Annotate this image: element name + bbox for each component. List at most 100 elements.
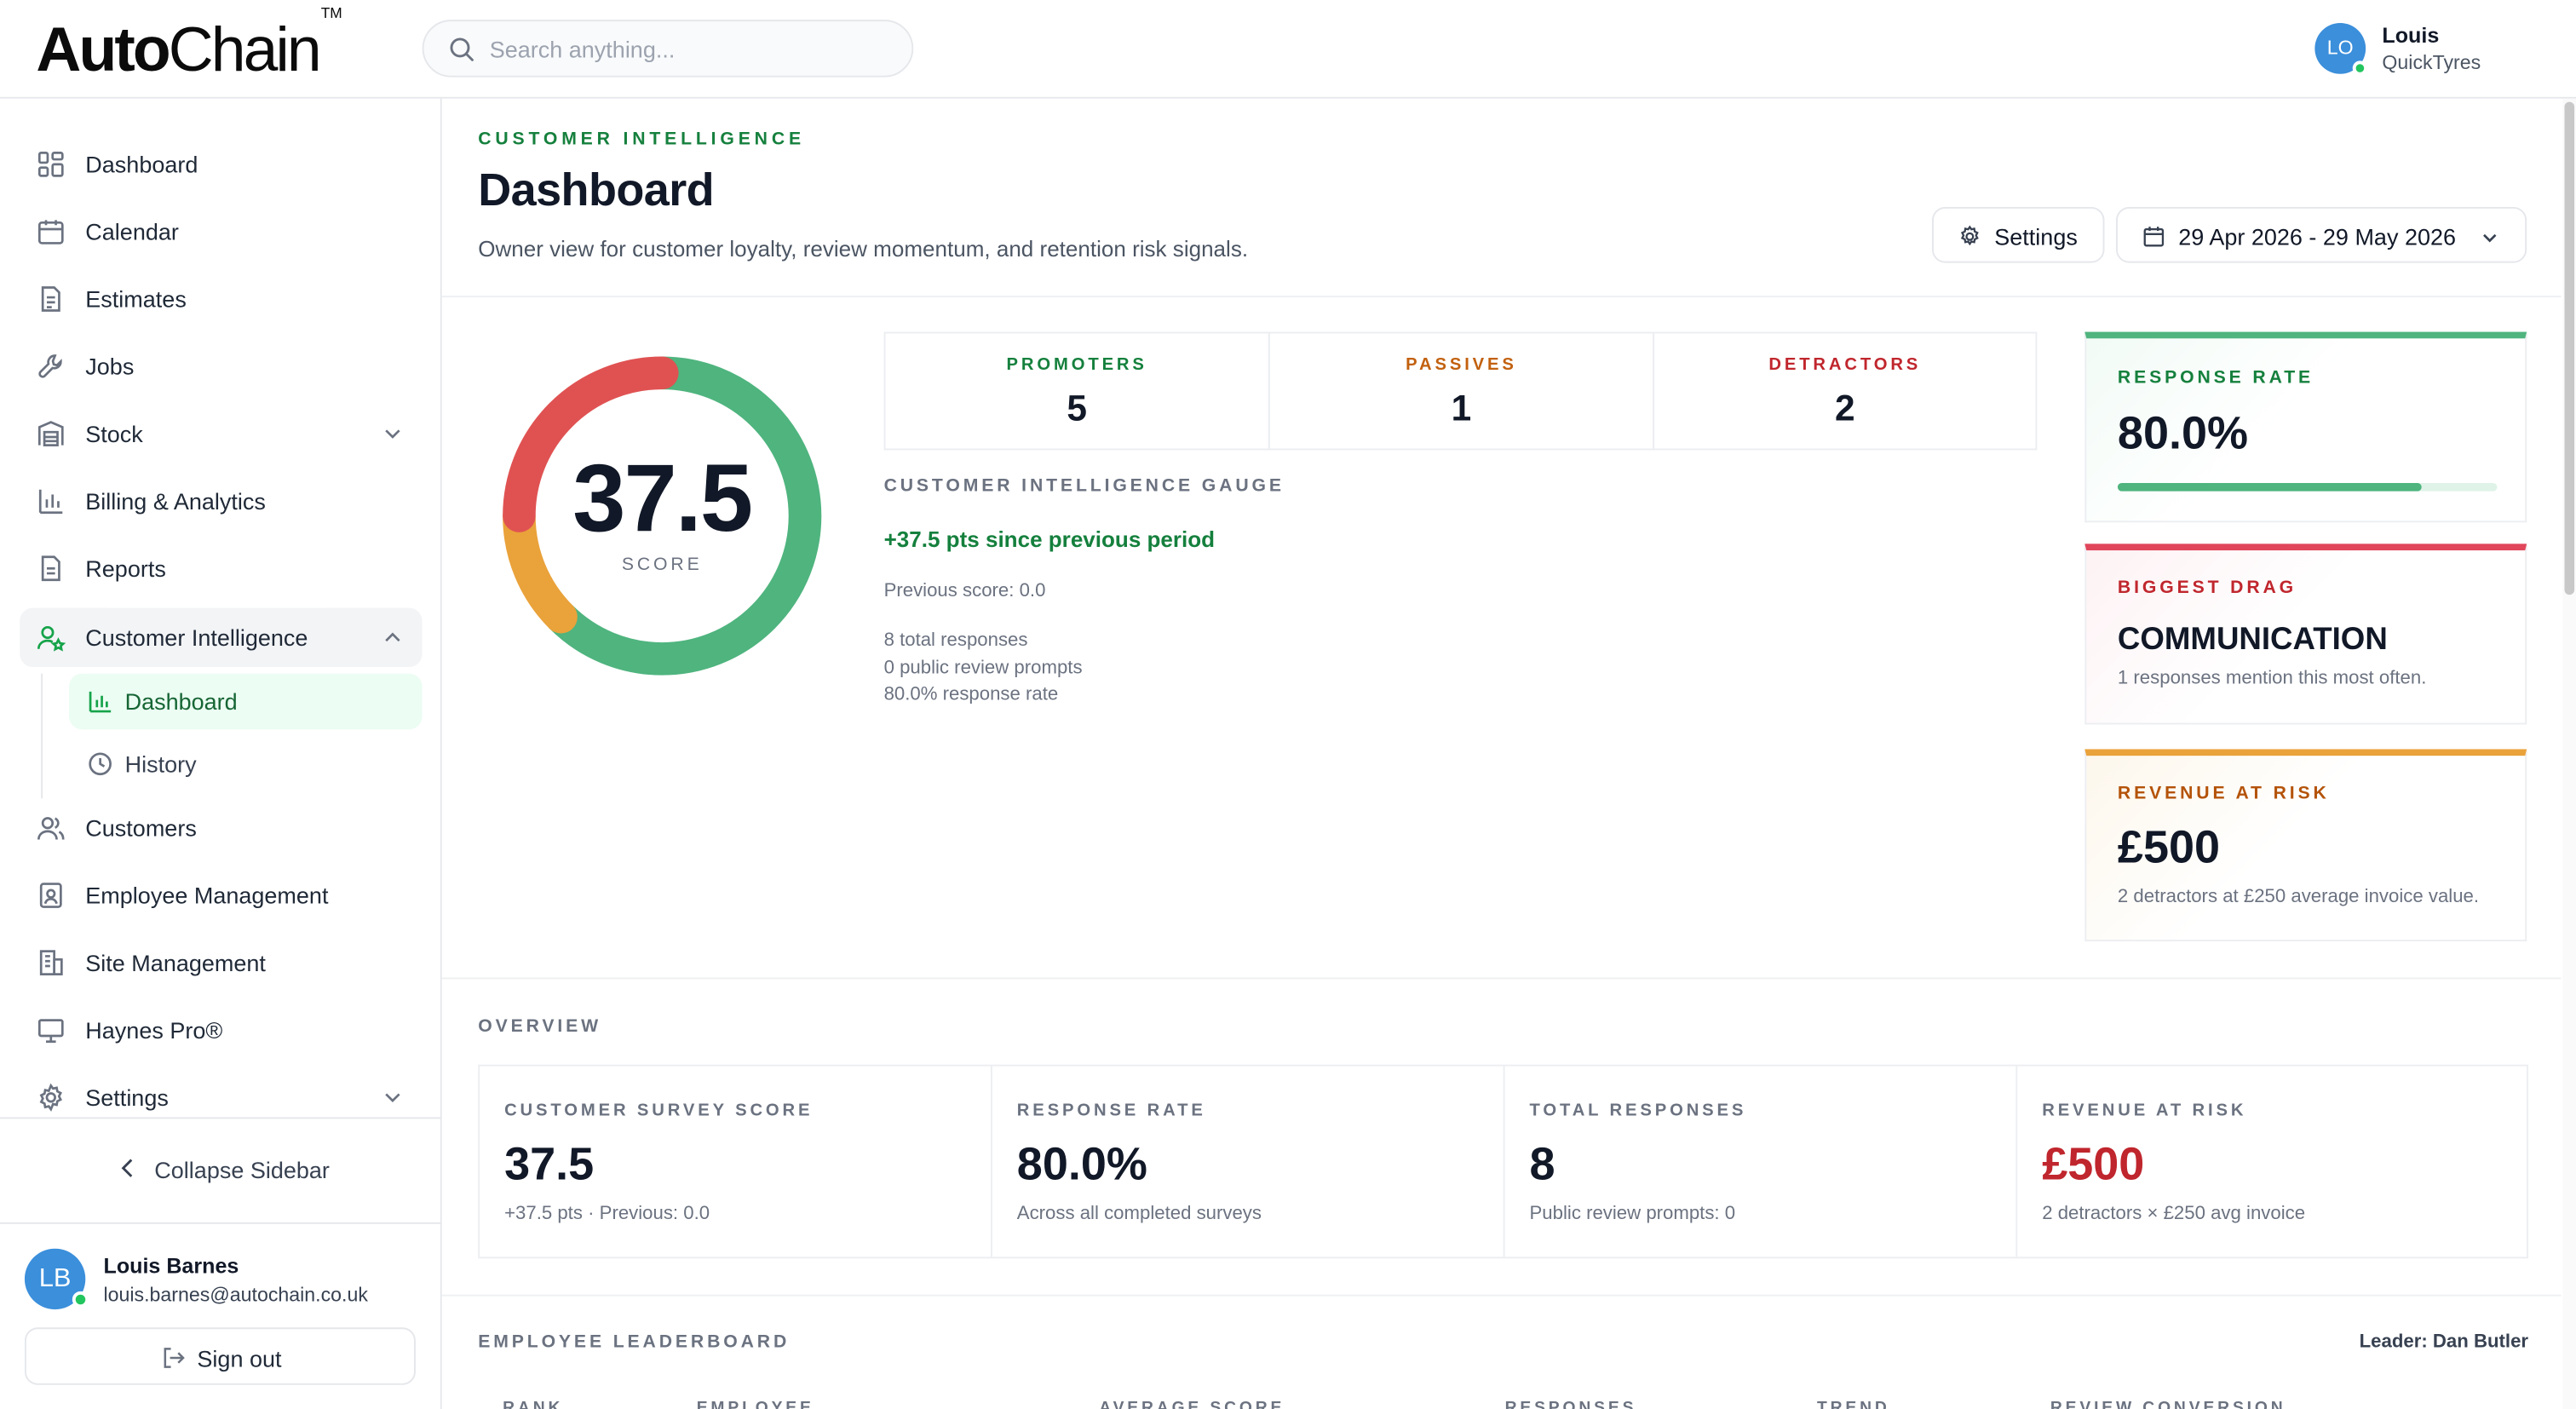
detractors-value: 2	[1834, 388, 1855, 429]
calendar-icon	[37, 220, 64, 244]
user-org: QuickTyres	[2382, 50, 2481, 74]
sidebar-item-customers[interactable]: Customers	[20, 798, 422, 857]
main-scrollbar[interactable]	[2562, 98, 2576, 1409]
top-bar: AutoChainTM Search anything... LO Louis …	[0, 0, 2576, 99]
chevron-down-icon	[2483, 233, 2497, 243]
detractors-count-card: DETRACTORS 2	[1653, 331, 2038, 451]
submenu-guide-line	[41, 673, 43, 799]
online-status-dot	[2352, 60, 2368, 76]
sidebar-item-estimates[interactable]: Estimates	[20, 269, 422, 328]
biggest-drag-description: 1 responses mention this most often.	[2117, 668, 2427, 689]
sidebar-item-settings[interactable]: Settings	[20, 1068, 422, 1127]
leaderboard-title: EMPLOYEE LEADERBOARD	[478, 1332, 791, 1353]
leaderboard-leader: Leader: Dan Butler	[2359, 1332, 2529, 1353]
revenue-at-risk-description: 2 detractors at £250 average invoice val…	[2117, 887, 2480, 907]
gauge-score-caption: SCORE	[621, 555, 703, 575]
report-icon	[41, 555, 60, 582]
sidebar-item-site-management[interactable]: Site Management	[20, 933, 422, 992]
total-responses-note: 8 total responses	[883, 630, 1028, 651]
user-menu[interactable]: LO Louis QuickTyres	[2314, 22, 2528, 79]
sidebar-item-stock[interactable]: Stock	[20, 404, 422, 463]
gauge-ring	[503, 356, 822, 676]
warehouse-icon	[37, 421, 64, 446]
metric-total-responses: TOTAL RESPONSES 8 Public review prompts:…	[1505, 1067, 2018, 1257]
gear-icon	[1960, 225, 1979, 246]
collapse-sidebar-button[interactable]: Collapse Sidebar	[0, 1134, 440, 1206]
wrench-icon	[38, 354, 62, 378]
metric-label: RESPONSE RATE	[1016, 1101, 1206, 1121]
search-placeholder: Search anything...	[489, 36, 676, 63]
sidebar-subitem-label: History	[124, 751, 197, 778]
sidebar-item-label: Site Management	[85, 949, 266, 976]
sidebar-item-billing-analytics[interactable]: Billing & Analytics	[20, 471, 422, 530]
metric-divider	[1503, 1066, 1505, 1257]
biggest-drag-card: BIGGEST DRAG COMMUNICATION 1 responses m…	[2084, 543, 2527, 725]
sidebar-item-jobs[interactable]: Jobs	[20, 336, 422, 395]
metric-value: 8	[1529, 1138, 1555, 1190]
passives-label: PASSIVES	[1406, 354, 1517, 375]
bar-chart-icon	[38, 489, 63, 515]
overview-title: OVERVIEW	[478, 1016, 602, 1037]
passives-value: 1	[1451, 388, 1472, 429]
metric-label: REVENUE AT RISK	[2042, 1101, 2247, 1121]
revenue-at-risk-value: £500	[2117, 821, 2221, 873]
response-rate-progress-fill	[2117, 482, 2422, 492]
settings-button[interactable]: Settings	[1931, 206, 2105, 263]
collapse-sidebar-label: Collapse Sidebar	[154, 1156, 330, 1183]
document-icon	[41, 286, 60, 312]
metric-customer-survey-score: CUSTOMER SURVEY SCORE 37.5 +37.5 pts · P…	[480, 1067, 992, 1257]
column-header-employee[interactable]: EMPLOYEE	[696, 1400, 814, 1409]
detractors-label: DETRACTORS	[1768, 354, 1922, 375]
section-divider	[441, 296, 2562, 298]
column-header-trend[interactable]: TREND	[1816, 1400, 1890, 1409]
sidebar-item-label: Estimates	[85, 285, 187, 313]
autochain-logo[interactable]: AutoChainTM	[36, 5, 342, 86]
sidebar-item-calendar[interactable]: Calendar	[20, 202, 422, 261]
metric-response-rate: RESPONSE RATE 80.0% Across all completed…	[992, 1067, 1505, 1257]
column-header-responses[interactable]: RESPONSES	[1504, 1400, 1637, 1409]
sidebar-item-customer-intelligence[interactable]: Customer Intelligence	[20, 607, 423, 667]
section-divider	[441, 977, 2562, 980]
column-header-rank[interactable]: RANK	[503, 1400, 564, 1409]
column-header-review-conversion[interactable]: REVIEW CONVERSION	[2050, 1400, 2286, 1409]
sidebar-item-label: Billing & Analytics	[85, 487, 266, 515]
sidebar-item-label: Jobs	[85, 353, 135, 380]
avatar: LO	[2314, 22, 2368, 76]
metric-description: 2 detractors × £250 avg invoice	[2042, 1204, 2306, 1224]
sidebar-subitem-history[interactable]: History	[69, 736, 423, 792]
sidebar-item-label: Calendar	[85, 218, 179, 245]
date-range-picker[interactable]: 29 Apr 2026 - 29 May 2026	[2115, 206, 2527, 263]
sidebar-item-employee-management[interactable]: Employee Management	[20, 866, 422, 924]
user-name: Louis	[2382, 22, 2440, 48]
sidebar-item-haynes-pro[interactable]: Haynes Pro®	[20, 1000, 422, 1059]
section-divider	[441, 1294, 2562, 1297]
response-rate-card-value: 80.0%	[2117, 407, 2249, 459]
search-input[interactable]: Search anything...	[422, 20, 914, 78]
grid-icon	[37, 152, 64, 177]
metric-label: TOTAL RESPONSES	[1529, 1101, 1747, 1121]
promoters-label: PROMOTERS	[1006, 354, 1147, 375]
avatar: LB	[24, 1248, 89, 1310]
metric-description: Across all completed surveys	[1016, 1204, 1262, 1224]
sidebar-item-reports[interactable]: Reports	[20, 539, 422, 598]
sidebar-item-label: Customer Intelligence	[85, 624, 308, 651]
passives-count-card: PASSIVES 1	[1268, 331, 1655, 451]
sign-out-button[interactable]: Sign out	[24, 1327, 416, 1385]
gear-icon	[39, 1083, 62, 1112]
response-rate-progress-track	[2117, 482, 2498, 492]
sidebar-user-name: Louis Barnes	[103, 1253, 239, 1279]
sidebar-item-dashboard[interactable]: Dashboard	[20, 135, 422, 193]
calendar-icon	[2143, 227, 2165, 247]
column-header-average-score[interactable]: AVERAGE SCORE	[1099, 1400, 1285, 1409]
gauge-delta: +37.5 pts since previous period	[883, 527, 1216, 552]
metric-description: Public review prompts: 0	[1529, 1204, 1736, 1224]
sign-out-icon	[164, 1348, 185, 1368]
promoters-value: 5	[1067, 388, 1087, 429]
sidebar-subitem-dashboard[interactable]: Dashboard	[68, 673, 423, 730]
sidebar-subitem-label: Dashboard	[124, 688, 238, 715]
clock-icon	[89, 752, 112, 776]
scrollbar-thumb[interactable]	[2564, 101, 2575, 595]
sidebar-user-profile[interactable]: LB Louis Barnes louis.barnes@autochain.c…	[24, 1248, 419, 1314]
metric-value: £500	[2042, 1138, 2145, 1190]
gauge-segment-passives	[503, 356, 822, 676]
